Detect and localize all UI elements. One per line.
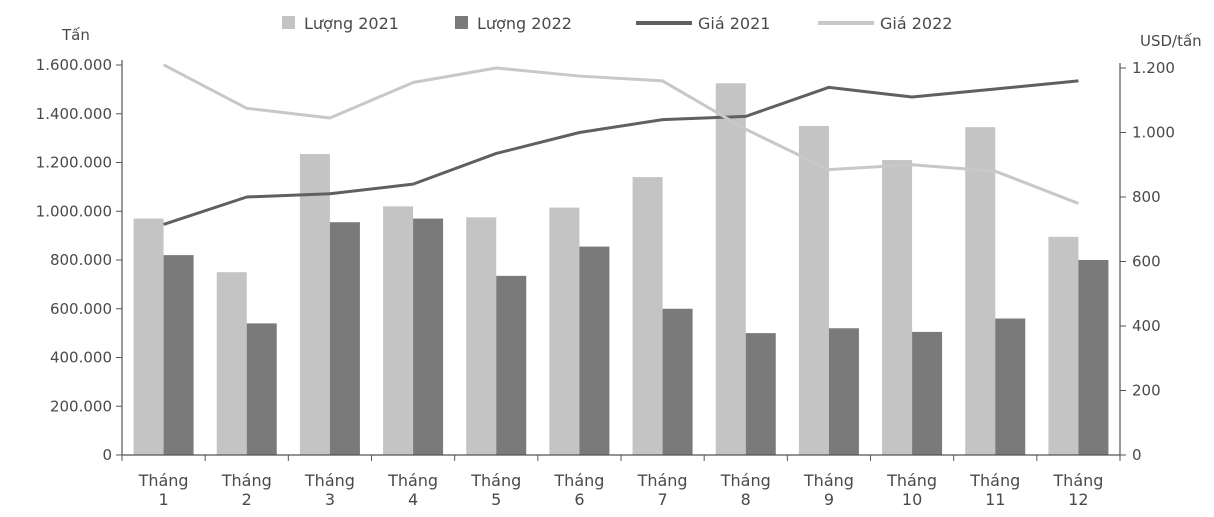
right-tick-label: 200: [1132, 382, 1161, 400]
legend-swatch: [282, 16, 295, 29]
bar-luong-2021: [133, 218, 164, 455]
x-tick-label: Tháng 4: [387, 471, 438, 509]
bar-luong-2021: [1048, 236, 1079, 455]
x-axis: Tháng 1 Tháng 2 Tháng 3 Tháng 4 Tháng 5 Tháng 6 Thán…: [121, 60, 1121, 509]
bar-luong-2022: [579, 246, 610, 455]
bar-luong-2022: [745, 333, 776, 455]
bar-luong-2022: [413, 218, 444, 455]
left-tick-label: 0: [102, 446, 112, 464]
right-tick-label: 1.000: [1132, 124, 1175, 142]
bar-luong-2021: [715, 83, 746, 455]
left-tick-label: 1.000.000: [36, 202, 112, 220]
x-tick-label: Tháng 3: [304, 471, 355, 509]
right-tick-label: 800: [1132, 188, 1161, 206]
bar-luong-2022: [662, 308, 693, 455]
bar-luong-2022: [246, 323, 277, 455]
x-tick-label: Tháng 10: [886, 471, 937, 509]
left-tick-label: 400.000: [50, 349, 112, 367]
x-tick-label: Tháng 6: [553, 471, 604, 509]
legend: Lượng 2021 Lượng 2022 Giá 2021 Giá 2022: [282, 14, 952, 33]
bar-luong-2021: [882, 160, 913, 455]
left-tick-label: 200.000: [50, 397, 112, 415]
legend-label: Giá 2022: [880, 14, 952, 33]
bar-luong-2021: [216, 272, 247, 455]
right-axis-unit-label: USD/tấn: [1140, 32, 1202, 50]
bar-luong-2022: [496, 275, 527, 455]
line-gia-2022: [162, 63, 1079, 205]
bar-luong-2022: [329, 222, 360, 455]
legend-item: Lượng 2021: [282, 14, 399, 33]
left-tick-label: 800.000: [50, 251, 112, 269]
bar-luong-2022: [1078, 260, 1109, 455]
legend-item: Giá 2021: [636, 14, 770, 33]
right-tick-label: 1.200: [1132, 59, 1175, 77]
x-tick-label: Tháng 11: [969, 471, 1020, 509]
bar-luong-2022: [912, 331, 943, 455]
legend-item: Giá 2022: [818, 14, 952, 33]
x-tick-label: Tháng 7: [637, 471, 688, 509]
bar-luong-2021: [965, 127, 996, 455]
x-tick-label: Tháng 9: [803, 471, 854, 509]
right-tick-label: 0: [1132, 446, 1142, 464]
x-tick-label: Tháng 8: [720, 471, 771, 509]
bar-luong-2021: [383, 206, 414, 455]
lines: [162, 63, 1079, 226]
x-tick-label: Tháng 1: [138, 471, 189, 509]
left-tick-label: 1.400.000: [36, 105, 112, 123]
bar-luong-2021: [632, 177, 663, 455]
bars: [133, 83, 1109, 455]
left-tick-label: 1.600.000: [36, 56, 112, 74]
legend-label: Lượng 2021: [304, 14, 399, 33]
x-tick-label: Tháng 12: [1052, 471, 1103, 509]
bar-luong-2021: [549, 207, 580, 455]
right-axis-ticks: 0 200 400 600 800 1.000 1.200: [1120, 59, 1175, 464]
legend-label: Giá 2021: [698, 14, 770, 33]
left-tick-label: 600.000: [50, 300, 112, 318]
bar-luong-2022: [995, 318, 1026, 455]
right-tick-label: 400: [1132, 317, 1161, 335]
x-tick-label: Tháng 2: [221, 471, 272, 509]
right-tick-label: 600: [1132, 253, 1161, 271]
bar-luong-2021: [798, 125, 829, 455]
bar-luong-2022: [828, 328, 859, 455]
left-axis-unit-label: Tấn: [61, 26, 90, 44]
left-tick-label: 1.200.000: [36, 154, 112, 172]
legend-item: Lượng 2022: [455, 14, 572, 33]
bar-luong-2021: [466, 217, 497, 455]
x-tick-label: Tháng 5: [470, 471, 521, 509]
left-axis-ticks: 0 200.000 400.000 600.000 800.000 1.000.000 1.…: [36, 56, 122, 464]
legend-label: Lượng 2022: [477, 14, 572, 33]
line-gia-2021: [163, 79, 1079, 226]
legend-swatch: [455, 16, 468, 29]
bar-luong-2021: [299, 153, 330, 455]
bar-luong-2022: [163, 255, 194, 455]
